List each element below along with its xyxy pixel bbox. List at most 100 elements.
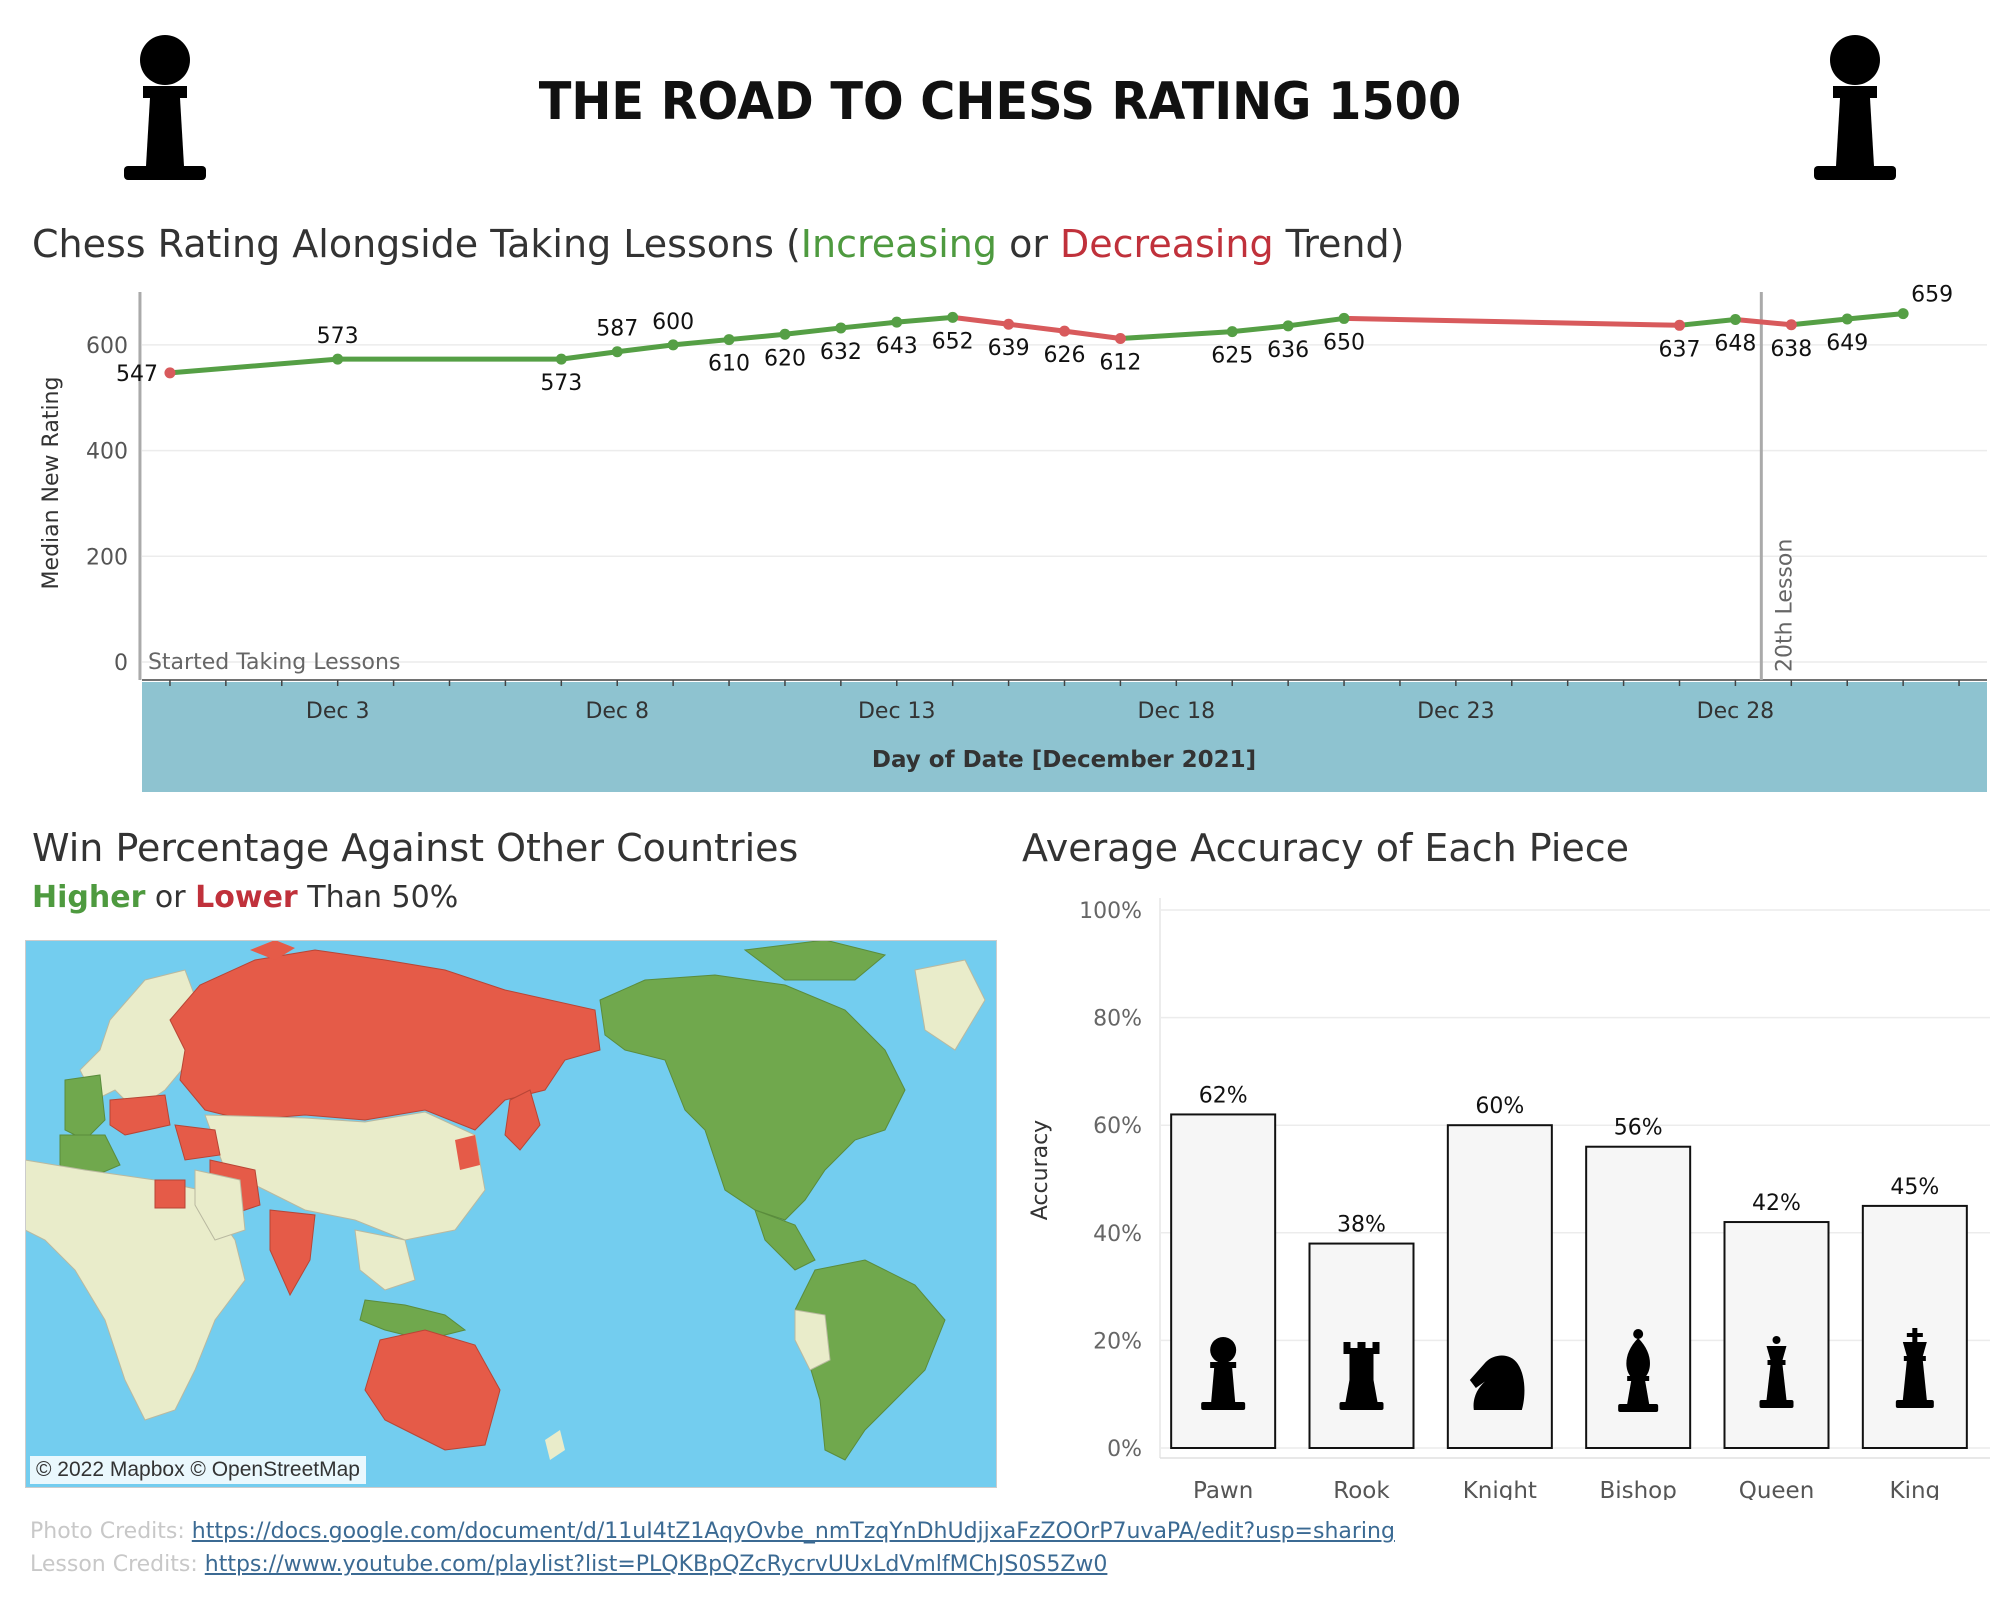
rating-line-segment xyxy=(670,337,732,348)
queen-icon xyxy=(1759,1336,1794,1408)
map-region-north-america xyxy=(599,974,906,1221)
rating-line-segment xyxy=(894,314,956,325)
reference-line-label: 20th Lesson xyxy=(1772,539,1797,672)
map-region-korea xyxy=(455,1135,480,1170)
map-region-arctic-islands xyxy=(250,940,295,960)
rating-point[interactable] xyxy=(835,322,847,334)
rating-point[interactable] xyxy=(1674,319,1685,331)
rating-line-segment xyxy=(614,342,676,355)
piece-category-label: Queen xyxy=(1739,1478,1815,1500)
map-region-central-europe xyxy=(109,1094,171,1136)
line-x-tick-label: Dec 3 xyxy=(306,699,370,724)
rating-point[interactable] xyxy=(1003,318,1015,330)
rating-point[interactable] xyxy=(611,346,623,358)
lesson-credits: Lesson Credits: https://www.youtube.com/… xyxy=(30,1552,1107,1577)
bar-y-tick-label: 100% xyxy=(1079,899,1142,924)
rating-point[interactable] xyxy=(1114,333,1126,345)
map-region-india xyxy=(269,1209,316,1297)
rating-point[interactable] xyxy=(891,316,903,328)
accuracy-bar[interactable] xyxy=(1308,1242,1415,1450)
rating-line-segment xyxy=(1677,316,1738,328)
rating-point-label: 626 xyxy=(1044,343,1086,368)
rating-point-label: 639 xyxy=(988,336,1030,361)
rating-point[interactable] xyxy=(1226,326,1238,338)
rating-line-segment xyxy=(1006,321,1067,334)
rating-point[interactable] xyxy=(1059,325,1070,337)
rating-point[interactable] xyxy=(779,328,791,340)
rating-line-segment xyxy=(1732,316,1794,328)
world-map[interactable] xyxy=(25,940,997,1488)
accuracy-value-label: 60% xyxy=(1475,1094,1524,1119)
rating-point[interactable] xyxy=(164,367,176,379)
map-region-southeast-asia xyxy=(354,1229,416,1291)
accuracy-value-label: 38% xyxy=(1337,1213,1386,1238)
line-title-increasing: Increasing xyxy=(800,222,997,266)
rating-point-label: 643 xyxy=(876,334,918,359)
rating-point[interactable] xyxy=(723,334,735,346)
bar-chart-title: Average Accuracy of Each Piece xyxy=(1022,826,1630,870)
rating-point-label: 632 xyxy=(820,340,862,365)
rating-line-segment xyxy=(1229,323,1291,335)
rating-point-label: 612 xyxy=(1099,351,1141,376)
rating-line-segment xyxy=(167,356,341,376)
line-title-or: or xyxy=(996,222,1061,266)
accuracy-bar[interactable] xyxy=(1723,1221,1830,1450)
bar-y-tick-label: 40% xyxy=(1093,1222,1142,1247)
lesson-credits-link[interactable]: https://www.youtube.com/playlist?list=PL… xyxy=(204,1552,1108,1577)
rating-point[interactable] xyxy=(1841,313,1853,325)
bishop-icon xyxy=(1618,1329,1659,1412)
line-y-axis-label: Median New Rating xyxy=(39,377,64,590)
map-subtitle: Higher or Lower Than 50% xyxy=(32,880,458,915)
rating-point[interactable] xyxy=(1729,313,1741,325)
map-region-japan xyxy=(504,1089,541,1151)
map-region-central-america xyxy=(754,1209,816,1271)
reference-line-label: Started Taking Lessons xyxy=(148,650,400,675)
bar-y-axis-label: Accuracy xyxy=(1028,1120,1053,1220)
rating-line-segment xyxy=(1788,316,1850,328)
rating-point-label: 587 xyxy=(596,317,638,342)
rating-point[interactable] xyxy=(947,311,959,323)
bar-y-tick-label: 0% xyxy=(1107,1437,1142,1462)
rating-point-label: 620 xyxy=(764,346,806,371)
rating-point-label: 636 xyxy=(1267,338,1309,363)
line-y-tick-label: 600 xyxy=(86,334,128,359)
rating-line-segment xyxy=(1117,329,1235,342)
line-y-tick-label: 400 xyxy=(86,440,128,465)
accuracy-value-label: 62% xyxy=(1199,1083,1248,1108)
accuracy-bar-chart: 0% 20% 40% 60% 80% 100% 62% 38% 60% 56% 42% 45% Pa… xyxy=(1028,898,1990,1500)
piece-category-label: Pawn xyxy=(1193,1478,1253,1500)
line-x-tick-label: Dec 23 xyxy=(1417,699,1495,724)
map-region-western-europe xyxy=(64,1074,106,1141)
rating-point[interactable] xyxy=(1282,320,1294,332)
map-region-turkey xyxy=(174,1124,221,1161)
map-region-greenland xyxy=(914,959,986,1051)
line-title-suffix: Trend) xyxy=(1273,222,1405,266)
rating-point[interactable] xyxy=(555,353,567,365)
photo-credits: Photo Credits: https://docs.google.com/d… xyxy=(30,1519,1395,1544)
rating-point-label: 625 xyxy=(1211,344,1253,369)
map-region-arctic-canada xyxy=(743,940,887,981)
map-subtitle-rest: Than 50% xyxy=(297,880,459,915)
rating-point-label: 659 xyxy=(1911,283,1953,308)
map-attribution: © 2022 Mapbox © OpenStreetMap xyxy=(30,1456,366,1484)
piece-category-label: Bishop xyxy=(1599,1478,1676,1500)
bar-y-tick-label: 20% xyxy=(1093,1329,1142,1354)
line-title-decreasing: Decreasing xyxy=(1060,222,1274,266)
rating-point[interactable] xyxy=(1785,319,1797,331)
bar-y-tick-label: 80% xyxy=(1093,1007,1142,1032)
rating-point[interactable] xyxy=(332,353,344,365)
photo-credits-link[interactable]: https://docs.google.com/document/d/11uI4… xyxy=(191,1519,1395,1544)
accuracy-value-label: 42% xyxy=(1752,1191,1801,1216)
rating-line-segment xyxy=(1285,315,1347,329)
rook-icon xyxy=(1339,1342,1384,1410)
line-title-prefix: Chess Rating Alongside Taking Lessons ( xyxy=(32,222,801,266)
rating-point[interactable] xyxy=(667,339,679,351)
line-x-tick-label: Dec 28 xyxy=(1697,699,1775,724)
accuracy-bar[interactable] xyxy=(1861,1204,1968,1450)
rating-point[interactable] xyxy=(1338,312,1350,324)
rating-point[interactable] xyxy=(1897,308,1909,320)
rating-point-label: 648 xyxy=(1714,331,1756,356)
map-subtitle-higher: Higher xyxy=(32,880,146,915)
rating-point-label: 650 xyxy=(1323,330,1365,355)
map-region-russia xyxy=(169,949,601,1131)
